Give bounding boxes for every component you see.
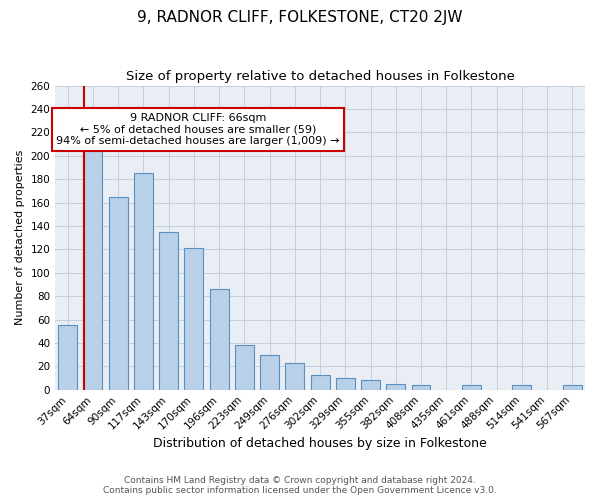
Bar: [412, 385, 430, 390]
Bar: [311, 374, 329, 390]
Bar: [109, 196, 128, 390]
Bar: [134, 174, 153, 390]
X-axis label: Distribution of detached houses by size in Folkestone: Distribution of detached houses by size …: [153, 437, 487, 450]
Text: Contains HM Land Registry data © Crown copyright and database right 2024.
Contai: Contains HM Land Registry data © Crown c…: [103, 476, 497, 495]
Bar: [512, 385, 532, 390]
Bar: [83, 150, 103, 390]
Bar: [361, 380, 380, 390]
Bar: [386, 384, 405, 390]
Bar: [58, 326, 77, 390]
Bar: [159, 232, 178, 390]
Bar: [210, 289, 229, 390]
Bar: [235, 346, 254, 390]
Title: Size of property relative to detached houses in Folkestone: Size of property relative to detached ho…: [125, 70, 515, 83]
Bar: [563, 385, 582, 390]
Text: 9 RADNOR CLIFF: 66sqm
← 5% of detached houses are smaller (59)
94% of semi-detac: 9 RADNOR CLIFF: 66sqm ← 5% of detached h…: [56, 113, 340, 146]
Text: 9, RADNOR CLIFF, FOLKESTONE, CT20 2JW: 9, RADNOR CLIFF, FOLKESTONE, CT20 2JW: [137, 10, 463, 25]
Bar: [336, 378, 355, 390]
Bar: [462, 385, 481, 390]
Bar: [184, 248, 203, 390]
Bar: [286, 363, 304, 390]
Y-axis label: Number of detached properties: Number of detached properties: [15, 150, 25, 326]
Bar: [260, 354, 279, 390]
